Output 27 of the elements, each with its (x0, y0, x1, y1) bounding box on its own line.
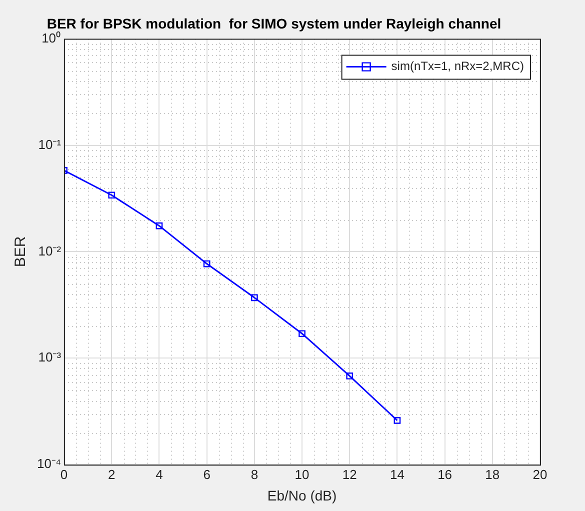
legend-label: sim(nTx=1, nRx=2,MRC) (391, 59, 524, 74)
point (346, 372, 354, 380)
chart-title: BER for BPSK modulation for SIMO system under Rayleigh channel (46, 15, 502, 32)
point (108, 192, 116, 199)
y-axis-title: BER (12, 236, 30, 268)
y-tick-label: 10⁰ (42, 30, 62, 46)
x-tick-label: 2 (108, 466, 116, 482)
y-tick-label: 10⁻⁴ (37, 456, 62, 472)
x-tick-label: 6 (203, 466, 210, 482)
point (394, 417, 401, 424)
point (298, 330, 306, 338)
x-tick-label: 0 (60, 466, 68, 482)
x-tick-label: 8 (250, 466, 258, 482)
x-tick-label: 20 (532, 466, 548, 482)
y-tick-label: 10⁻¹ (38, 136, 62, 152)
x-tick-label: 10 (294, 466, 310, 482)
x-axis-title: Eb/No (dB) (267, 487, 337, 504)
x-tick-label: 14 (390, 466, 404, 482)
point (156, 222, 163, 230)
y-tick-label: 10⁻² (38, 243, 62, 258)
point (251, 294, 258, 302)
point (203, 260, 210, 268)
x-tick-label: 18 (485, 466, 500, 482)
x-tick-label: 16 (438, 466, 452, 482)
x-tick-label: 12 (342, 466, 357, 482)
y-tick-label: 10⁻³ (38, 350, 62, 365)
x-tick-label: 4 (156, 466, 163, 482)
